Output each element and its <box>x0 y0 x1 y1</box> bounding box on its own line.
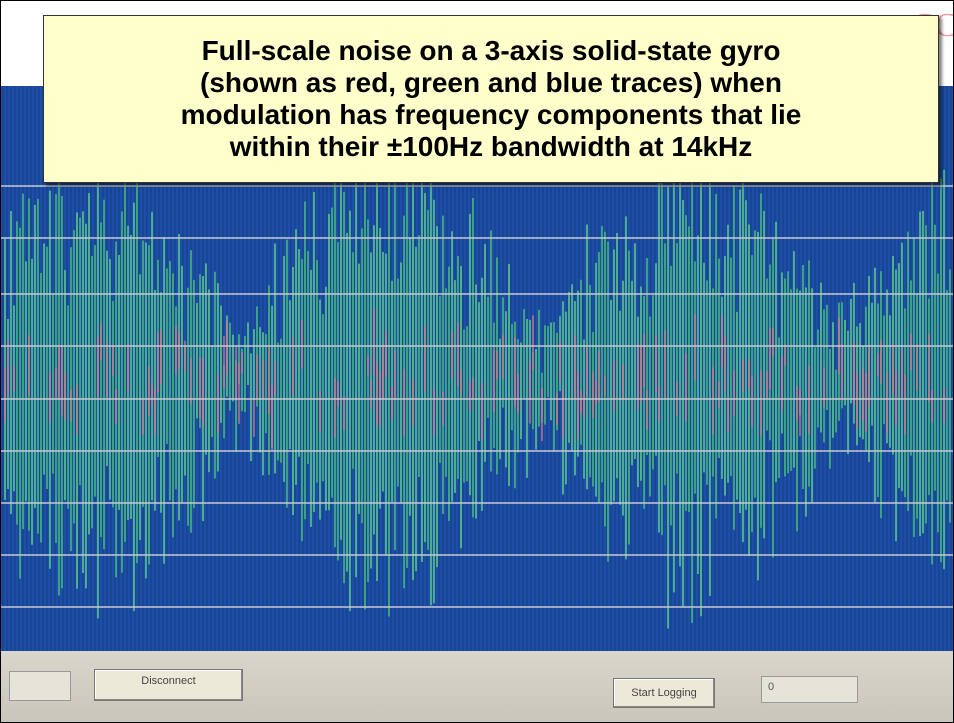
counter-field[interactable]: 0 <box>761 676 858 703</box>
caption-line: within their ±100Hz bandwidth at 14kHz <box>229 131 753 162</box>
control-panel: Disconnect Start Logging 0 <box>1 651 953 722</box>
caption-box: Full-scale noise on a 3-axis solid-state… <box>43 15 939 183</box>
disconnect-button[interactable]: Disconnect <box>94 669 243 701</box>
start-logging-button[interactable]: Start Logging <box>613 678 715 708</box>
caption-line: (shown as red, green and blue traces) wh… <box>200 67 782 98</box>
caption-line: modulation has frequency components that… <box>180 99 802 130</box>
caption-line: Full-scale noise on a 3-axis solid-state… <box>201 35 781 66</box>
input-field[interactable] <box>9 671 71 701</box>
